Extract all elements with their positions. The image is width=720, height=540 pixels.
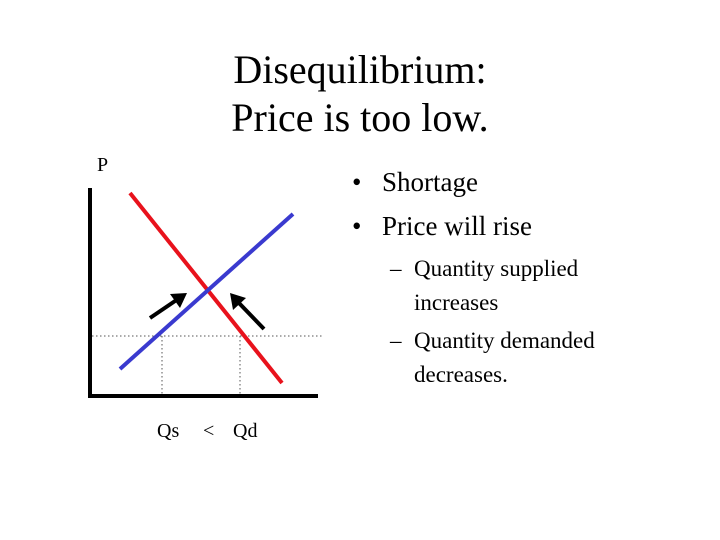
demand-decrease-arrow [236,300,266,331]
bullet-mark: • [352,167,362,197]
sub-bullet-line-1: Quantity demanded [414,328,595,353]
title-line-1: Disequilibrium: [233,47,487,92]
supply-increase-arrow [148,297,180,320]
bullet-text: Price will rise [382,211,532,241]
bullet-mark: • [352,211,362,241]
bullet-text: Shortage [382,167,478,197]
slide-title: Disequilibrium: Price is too low. [0,46,720,142]
sub-bullet-line-1: Quantity supplied [414,256,579,281]
demand-curve [128,191,284,385]
bullet-list: • Shortage • Price will rise – Quantity … [352,164,712,396]
qs-label: Qs [157,420,179,442]
sub-bullet-mark: – [390,256,402,281]
sub-bullet-line-2: decreases. [414,362,508,387]
sub-bullet-line-2: increases [414,290,499,315]
title-line-2: Price is too low. [231,95,489,140]
sub-bullet-mark: – [390,328,402,353]
qd-label: Qd [233,420,257,442]
bullet-item: • Price will rise [352,208,712,244]
sub-bullet-item: – Quantity demanded decreases. [352,324,712,392]
supply-arrow-head [170,293,187,308]
comparison-symbol: < [203,420,214,442]
sub-bullet-item: – Quantity supplied increases [352,252,712,320]
demand-arrow-head [230,293,246,310]
bullet-item: • Shortage [352,164,712,200]
supply-curve [118,212,295,371]
price-axis-label: P [97,154,108,176]
